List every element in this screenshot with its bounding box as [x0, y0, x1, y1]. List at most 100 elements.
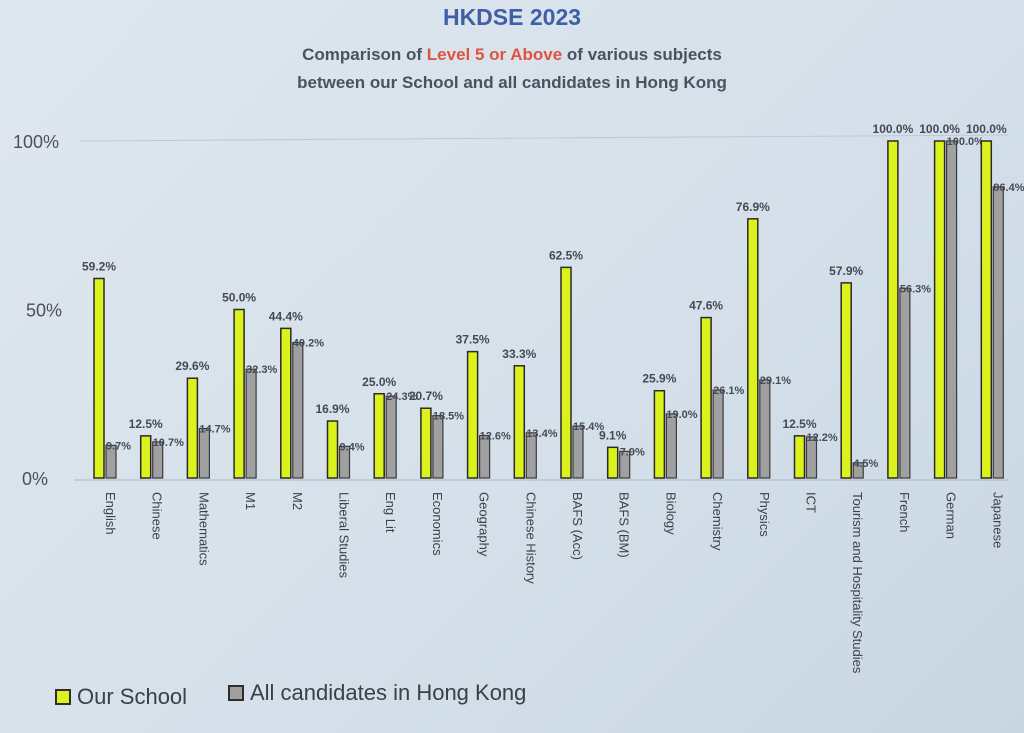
bar-our-school: [747, 218, 759, 479]
data-label-our-school: 29.6%: [175, 359, 209, 373]
bar-hong-kong: [385, 395, 397, 479]
data-label-hong-kong: 9.7%: [106, 440, 131, 452]
chart-subtitle-line2: between our School and all candidates in…: [297, 73, 727, 92]
data-label-hong-kong: 40.2%: [293, 338, 324, 350]
x-tick-label: Physics: [757, 492, 772, 537]
data-label-our-school: 9.1%: [599, 428, 627, 442]
x-tick-label: ICT: [804, 492, 819, 513]
data-label-our-school: 20.7%: [409, 389, 443, 403]
y-tick-label: 50%: [26, 301, 62, 321]
data-label-our-school: 16.9%: [315, 402, 349, 416]
x-tick-label: Mathematics: [196, 492, 211, 566]
data-label-hong-kong: 12.2%: [807, 432, 838, 444]
bar-our-school: [139, 435, 152, 479]
subtitle-pre: Comparison of: [302, 45, 427, 64]
x-tick-label: M1: [243, 492, 258, 510]
bar-hong-kong: [665, 413, 678, 479]
x-tick-label: Chinese: [150, 492, 165, 540]
data-label-hong-kong: 19.0%: [666, 409, 697, 421]
bar-hong-kong: [292, 341, 304, 479]
bar-our-school: [793, 435, 806, 479]
data-label-hong-kong: 100.0%: [947, 136, 985, 148]
chart-title: HKDSE 2023: [442, 4, 582, 30]
data-label-our-school: 25.0%: [362, 375, 396, 389]
x-tick-label: Liberal Studies: [337, 492, 352, 578]
bar-our-school: [466, 350, 479, 479]
data-label-our-school: 100.0%: [966, 122, 1007, 136]
bar-hong-kong: [105, 444, 117, 479]
subtitle-highlight: Level 5 or Above: [426, 45, 563, 64]
reference-line-100: [79, 134, 1009, 142]
bar-our-school: [326, 420, 339, 479]
x-tick-label: Japanese: [990, 492, 1005, 548]
data-label-hong-kong: 7.9%: [620, 446, 645, 458]
data-label-hong-kong: 24.3%: [386, 391, 417, 403]
x-tick-label: Economics: [430, 492, 445, 556]
data-label-hong-kong: 15.4%: [573, 421, 604, 433]
bar-hong-kong: [712, 389, 724, 479]
data-label-our-school: 44.4%: [269, 309, 303, 323]
bar-hong-kong: [992, 186, 1004, 479]
x-tick-label: Chinese History: [523, 492, 538, 584]
y-tick-label: 0%: [22, 469, 48, 489]
bar-hong-kong: [945, 140, 958, 479]
data-label-our-school: 33.3%: [502, 347, 536, 361]
bar-our-school: [93, 277, 105, 479]
bar-our-school: [186, 377, 199, 479]
bar-hong-kong: [245, 368, 257, 479]
chart-subtitle-line1: Comparison of Level 5 or Above of variou…: [0, 45, 1024, 65]
bar-hong-kong: [572, 425, 584, 479]
data-label-hong-kong: 13.4%: [526, 428, 557, 440]
y-tick-label: 100%: [13, 132, 59, 152]
x-tick-label: French: [897, 492, 912, 532]
legend-item-hong-kong: All candidates in Hong Kong: [228, 680, 526, 706]
data-label-hong-kong: 18.5%: [433, 411, 464, 423]
bar-our-school: [560, 266, 572, 479]
data-label-our-school: 47.6%: [689, 299, 723, 313]
data-label-hong-kong: 86.4%: [993, 182, 1024, 194]
data-label-our-school: 59.2%: [82, 259, 116, 273]
bar-our-school: [280, 327, 292, 479]
bar-hong-kong: [338, 445, 351, 479]
x-tick-label: Tourism and Hospitality Studies: [850, 492, 865, 674]
x-tick-label: Geography: [477, 492, 492, 557]
bar-hong-kong: [525, 432, 537, 479]
bar-our-school: [653, 389, 666, 479]
bar-hong-kong: [619, 450, 631, 479]
bar-hong-kong: [152, 441, 164, 479]
data-label-hong-kong: 4.5%: [853, 458, 878, 470]
x-tick-label: Chemistry: [710, 492, 725, 551]
data-label-hong-kong: 32.3%: [246, 364, 277, 376]
bar-our-school: [700, 316, 712, 479]
data-label-our-school: 76.9%: [736, 200, 770, 214]
data-label-hong-kong: 12.6%: [480, 431, 511, 443]
data-label-our-school: 12.5%: [782, 417, 816, 431]
bar-our-school: [233, 308, 245, 479]
data-label-our-school: 100.0%: [873, 122, 914, 136]
bar-hong-kong: [198, 427, 210, 479]
subtitle-post: of various subjects: [562, 45, 722, 64]
bar-our-school: [887, 140, 899, 479]
data-label-hong-kong: 56.3%: [900, 283, 931, 295]
data-label-hong-kong: 14.7%: [199, 423, 230, 435]
data-label-hong-kong: 10.7%: [153, 437, 184, 449]
bar-our-school: [373, 393, 385, 479]
data-label-our-school: 12.5%: [129, 417, 163, 431]
legend-label-our-school: Our School: [77, 684, 188, 709]
bar-hong-kong: [479, 434, 491, 479]
legend-swatch-our-school: [55, 689, 71, 705]
bar-our-school: [840, 282, 852, 479]
data-label-our-school: 100.0%: [919, 122, 960, 136]
data-label-hong-kong: 9.4%: [340, 441, 365, 453]
data-label-our-school: 57.9%: [829, 264, 863, 278]
data-label-our-school: 37.5%: [456, 333, 490, 347]
x-tick-label: BAFS (Acc): [570, 492, 585, 560]
bar-hong-kong: [759, 379, 771, 479]
x-tick-label: M2: [290, 492, 305, 510]
x-tick-label: Eng Lit: [383, 492, 398, 533]
bar-our-school: [513, 365, 526, 479]
data-label-hong-kong: 29.1%: [760, 375, 791, 387]
bar-our-school: [980, 140, 993, 479]
legend-item-our-school: Our School: [55, 684, 187, 710]
